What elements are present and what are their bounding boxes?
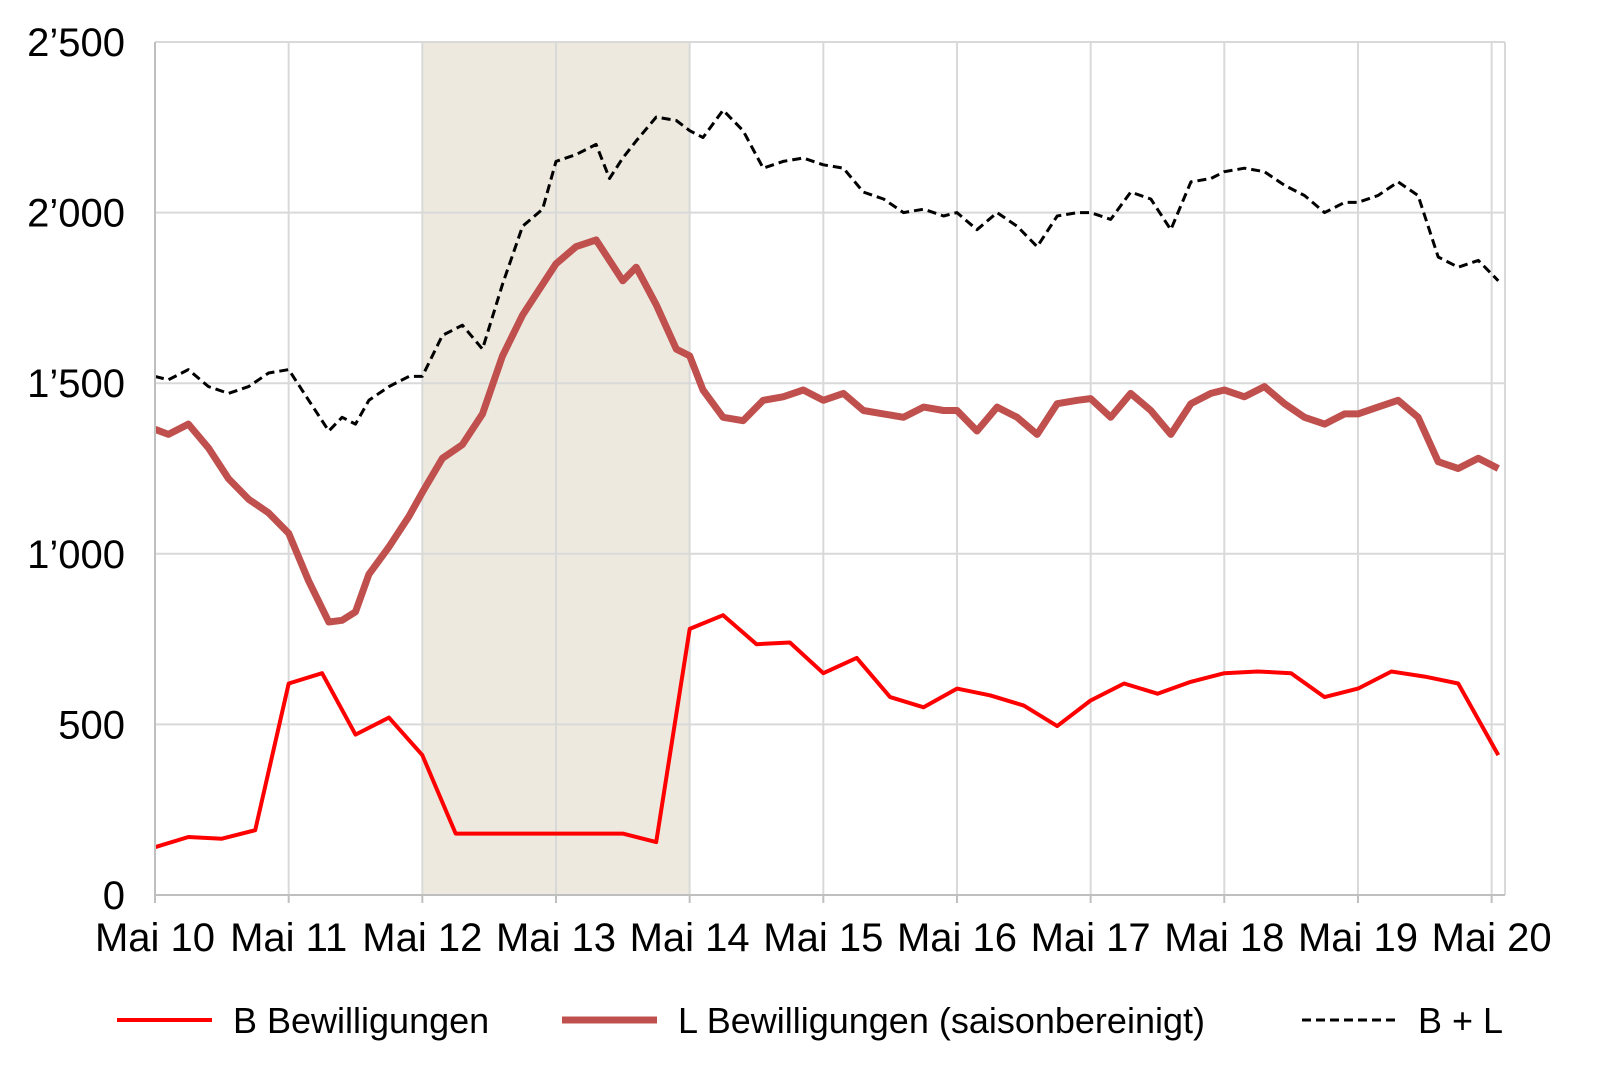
x-tick-label: Mai 16	[897, 916, 1017, 960]
x-tick-label: Mai 13	[496, 916, 616, 960]
x-tick-label: Mai 18	[1164, 916, 1284, 960]
x-tick-label: Mai 10	[95, 916, 215, 960]
y-tick-label: 1’000	[27, 533, 125, 577]
x-tick-label: Mai 15	[763, 916, 883, 960]
x-tick-label: Mai 20	[1432, 916, 1552, 960]
x-tick-label: Mai 17	[1031, 916, 1151, 960]
x-tick-label: Mai 14	[630, 916, 750, 960]
x-tick-label: Mai 11	[230, 916, 347, 960]
y-tick-label: 2’000	[27, 192, 125, 236]
legend-label-1: B Bewilligungen	[233, 1000, 489, 1041]
series-lines	[153, 108, 1501, 850]
x-tick-label: Mai 19	[1298, 916, 1418, 960]
series-line-3	[154, 108, 1500, 433]
series-line-1	[154, 613, 1501, 850]
legend-label-3: B + L	[1418, 1000, 1503, 1041]
x-tick-label: Mai 12	[362, 916, 482, 960]
y-tick-label: 500	[58, 703, 125, 747]
legend: B Bewilligungen L Bewilligungen (saisonbe…	[117, 1000, 1503, 1041]
series-line-2	[153, 236, 1500, 626]
legend-label-2: L Bewilligungen (saisonbereinigt)	[678, 1000, 1205, 1041]
y-tick-label: 0	[103, 874, 125, 918]
y-tick-label: 1’500	[27, 362, 125, 406]
y-tick-label: 2’500	[27, 21, 125, 65]
axes: 0 500 1’000 1’500 2’000 2’500 Mai 10 Mai 11 Mai …	[27, 21, 1552, 960]
